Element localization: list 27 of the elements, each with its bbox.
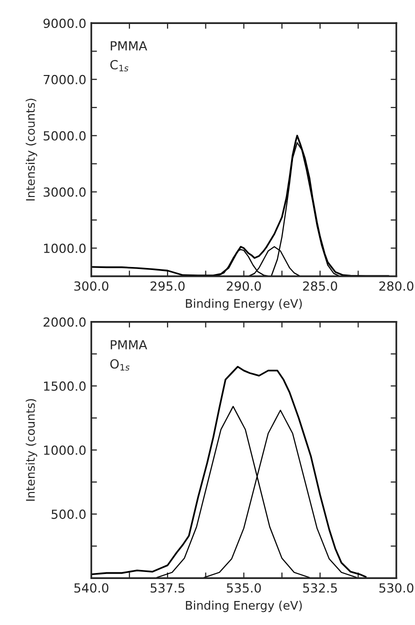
y-tick-label: 3000.0 (44, 187, 86, 197)
x-tick-label: 300.0 (74, 281, 108, 291)
x-tick-label: 280.0 (379, 281, 414, 291)
x-tick-label: 535.0 (226, 583, 261, 593)
annotation: C$_{1s}$ (110, 60, 128, 72)
x-tick-label: 530.0 (379, 583, 414, 593)
x-tick-label: 540.0 (74, 583, 108, 593)
x-tick-label: 295.0 (150, 281, 185, 291)
y-tick-label: 5000.0 (44, 131, 86, 141)
y-tick-label: 7000.0 (44, 74, 86, 84)
y-axis-title: Intensity (counts) (26, 98, 38, 200)
y-tick-label: 9000.0 (43, 18, 86, 28)
y-tick-label: 1000.0 (44, 244, 86, 254)
x-tick-label: 537.5 (150, 583, 184, 593)
x-tick-label: 532.5 (303, 583, 337, 593)
y-tick-label: 2000.0 (44, 317, 86, 327)
x-tick-label: 290.0 (226, 281, 261, 291)
y-tick-label: 1500.0 (44, 381, 86, 391)
x-axis-title: Binding Energy (eV) (186, 298, 302, 310)
annotation: PMMA (110, 41, 148, 50)
x-tick-label: 285.0 (303, 281, 338, 291)
y-axis-title: Intensity (counts) (26, 399, 38, 501)
x-axis-title: Binding Energy (eV) (186, 600, 302, 612)
y-tick-label: 500.0 (52, 510, 86, 519)
y-tick-label: 1000.0 (44, 445, 86, 455)
annotation: PMMA (110, 340, 148, 350)
annotation: O$_{1s}$ (110, 359, 130, 371)
